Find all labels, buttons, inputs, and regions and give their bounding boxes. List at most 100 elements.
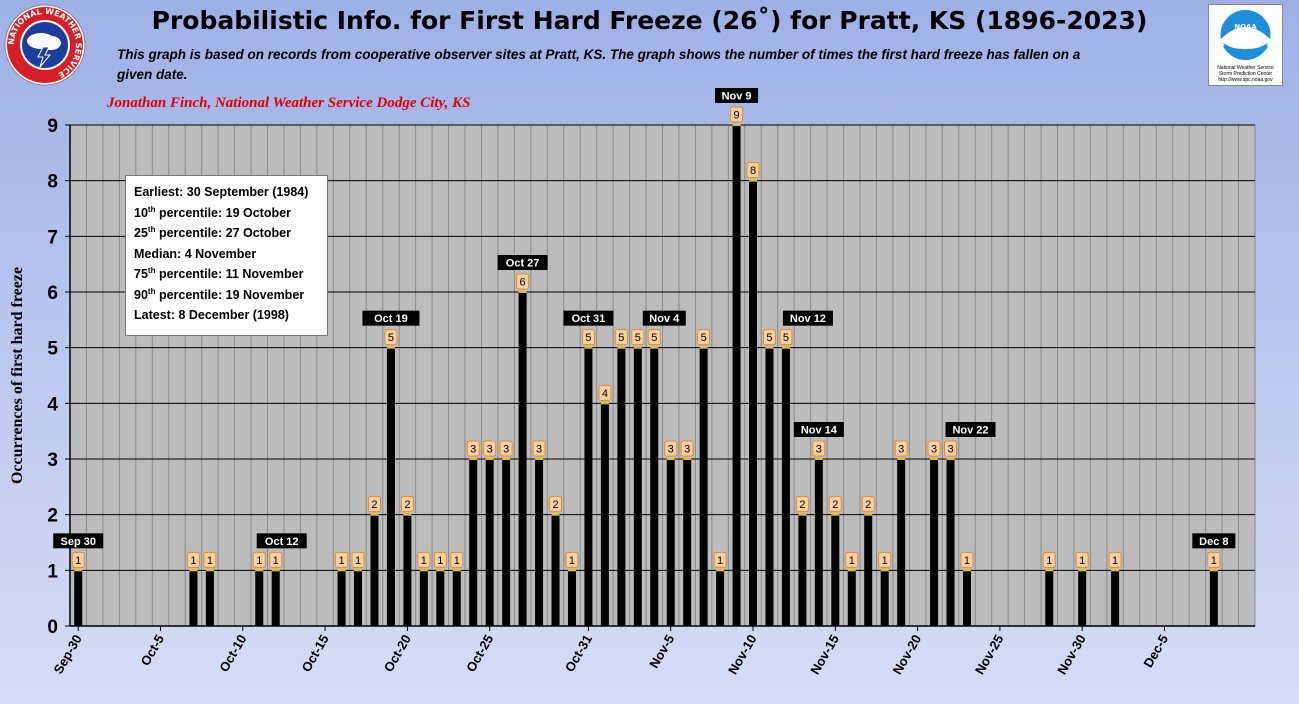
annotation-label: Oct 19 [374,313,408,325]
data-label: 5 [388,332,394,344]
data-label-box [944,440,958,457]
y-tick-label: 2 [47,506,58,527]
x-tick-label: Oct-5 [138,632,168,668]
bar [946,459,955,626]
data-label-box [532,440,546,457]
stat-median: Median: 4 November [134,246,257,261]
bar [337,570,346,626]
bar [962,570,971,626]
bar [436,570,445,626]
annotation-label: Nov 12 [790,313,826,325]
data-label: 5 [618,332,624,344]
bar [1045,570,1054,626]
data-label: 5 [635,332,641,344]
data-label: 3 [931,444,937,456]
noaa-logo: NOAA National Weather Service Storm Pred… [1208,4,1283,86]
y-tick-label: 8 [47,172,58,193]
bar [205,570,214,626]
data-label: 2 [865,499,871,511]
bar [732,125,741,626]
data-label: 1 [437,555,443,567]
y-tick-label: 6 [47,283,58,304]
bar [650,347,659,626]
data-label-box [631,329,645,346]
annotation-label: Oct 27 [506,258,540,270]
stat-earliest: Earliest: 30 September (1984) [134,185,309,199]
bar [469,459,478,626]
data-label: 1 [256,555,262,567]
annotation-box [497,255,548,270]
subtitle-line-1: This graph is based on records from coop… [117,47,1081,62]
data-label-box [433,551,447,568]
bar [370,514,379,626]
data-label: 3 [536,444,542,456]
bar [567,570,576,626]
bar [617,347,626,626]
data-label-box [384,329,398,346]
data-label-box [779,329,793,346]
data-label-box [697,329,711,346]
bar [781,347,790,626]
annotation-box [782,310,833,326]
bar [798,514,807,626]
bar [1078,570,1087,626]
data-label-box [730,106,744,123]
data-label: 6 [520,277,526,289]
noaa-label: NOAA [1234,23,1257,31]
data-label-box [400,496,414,513]
x-tick-label: Sep-30 [51,632,85,676]
annotation-box [715,88,759,103]
annotation-box [945,422,996,437]
y-tick-label: 5 [47,339,58,360]
bar [518,292,527,626]
data-label: 1 [964,555,970,567]
x-tick-label: Nov-20 [890,632,925,677]
bar [354,570,363,626]
data-label-box [71,551,85,568]
data-label: 2 [371,499,377,511]
bar [535,459,544,626]
data-label-box [746,162,760,179]
chart-title: Probabilistic Info. for First Hard Freez… [151,6,1148,35]
data-label-box [845,551,859,568]
bar [666,459,675,626]
stat-latest: Latest: 8 December (1998) [134,308,289,322]
bar [485,459,494,626]
data-label-box [861,496,875,513]
bar [386,347,395,626]
data-label-box [335,551,349,568]
data-label-box [878,551,892,568]
annotation-box [362,310,420,326]
data-label: 4 [602,388,608,400]
data-label: 5 [783,332,789,344]
bar [765,347,774,626]
bar [74,570,83,626]
x-tick-label: Oct-15 [298,632,331,675]
data-label-box [614,329,628,346]
data-label: 1 [339,555,345,567]
data-label: 3 [816,444,822,456]
bar [847,570,856,626]
data-label: 3 [487,444,493,456]
nws-logo: NATIONAL WEATHER SERVICE [3,3,87,87]
y-axis-label: Occurrences of first hard freeze [9,267,26,484]
annotation-label: Sep 30 [60,536,95,548]
x-tick-label: Nov-10 [725,632,760,677]
data-label-box [516,273,530,290]
data-label-box [269,551,283,568]
bar [403,514,412,626]
data-label-box [351,551,365,568]
bar [1209,570,1218,626]
bar [255,570,264,626]
data-label-box [598,384,612,401]
annotation-label: Nov 22 [952,425,988,437]
data-label: 3 [684,444,690,456]
annotation-label: Nov 9 [722,91,752,103]
data-label-box [960,551,974,568]
stat-90th-percentile: 90th percentile: 19 November [134,286,305,302]
data-label-box [927,440,941,457]
data-label: 2 [404,499,410,511]
data-label-box [812,440,826,457]
subtitle-line-2: given date. [117,67,188,82]
